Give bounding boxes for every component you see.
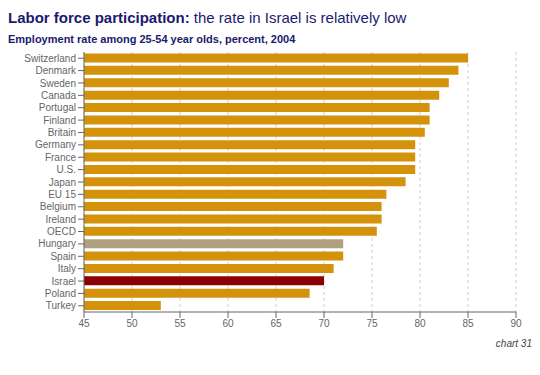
svg-text:60: 60 — [222, 318, 234, 329]
svg-text:Switzerland: Switzerland — [24, 53, 76, 64]
svg-text:55: 55 — [174, 318, 186, 329]
svg-text:Italy: Italy — [58, 263, 76, 274]
svg-text:65: 65 — [270, 318, 282, 329]
html-text:chart 31: chart 31 — [495, 338, 532, 349]
svg-text:Germany: Germany — [35, 139, 76, 150]
svg-text:Finland: Finland — [43, 115, 76, 126]
svg-text:France: France — [45, 152, 77, 163]
svg-text:Ireland: Ireland — [45, 214, 76, 225]
svg-text:90: 90 — [510, 318, 522, 329]
html-text:Employment rate among 25-54 ye: Employment rate among 25-54 year olds, p… — [8, 33, 296, 45]
svg-text:Japan: Japan — [49, 177, 76, 188]
svg-text:85: 85 — [462, 318, 474, 329]
svg-text:Turkey: Turkey — [46, 300, 76, 311]
svg-text:EU 15: EU 15 — [48, 189, 76, 200]
svg-text:Belgium: Belgium — [40, 201, 76, 212]
svg-text:70: 70 — [318, 318, 330, 329]
html-text:Labor force participation: the: Labor force participation: the rate in I… — [8, 9, 407, 26]
svg-text:Portugal: Portugal — [39, 102, 76, 113]
svg-text:Canada: Canada — [41, 90, 76, 101]
svg-text:50: 50 — [126, 318, 138, 329]
svg-text:Poland: Poland — [45, 288, 76, 299]
svg-text:U.S.: U.S. — [57, 164, 76, 175]
svg-text:Spain: Spain — [50, 251, 76, 262]
svg-text:45: 45 — [78, 318, 90, 329]
svg-text:Hungary: Hungary — [38, 238, 76, 249]
svg-text:Sweden: Sweden — [40, 78, 76, 89]
svg-text:Israel: Israel — [52, 276, 76, 287]
svg-text:Denmark: Denmark — [35, 65, 77, 76]
svg-text:OECD: OECD — [47, 226, 76, 237]
svg-text:Britain: Britain — [48, 127, 76, 138]
svg-text:75: 75 — [366, 318, 378, 329]
svg-text:80: 80 — [414, 318, 426, 329]
